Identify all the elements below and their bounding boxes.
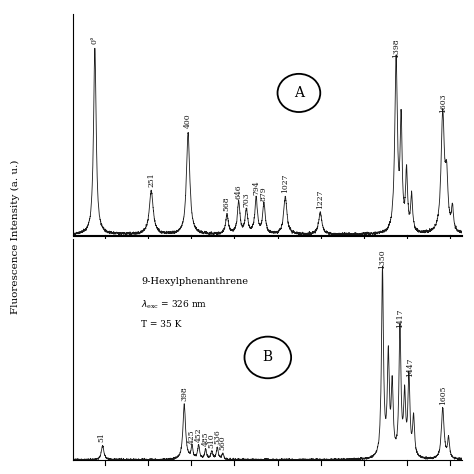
Text: 1417: 1417 xyxy=(396,309,404,328)
Text: A: A xyxy=(294,86,304,100)
Text: 1605: 1605 xyxy=(439,385,447,405)
Text: $\lambda_{\mathregular{exc}}$ = 326 nm: $\lambda_{\mathregular{exc}}$ = 326 nm xyxy=(141,299,208,311)
Text: 251: 251 xyxy=(147,173,155,187)
Text: 1027: 1027 xyxy=(281,174,289,193)
Text: 400: 400 xyxy=(184,114,192,128)
Text: 1350: 1350 xyxy=(378,249,386,269)
Text: 51: 51 xyxy=(98,432,105,442)
Text: Fluorescence Intensity (a. u.): Fluorescence Intensity (a. u.) xyxy=(10,160,20,314)
Text: 1603: 1603 xyxy=(439,93,447,113)
Text: 1227: 1227 xyxy=(316,190,324,209)
Text: 398: 398 xyxy=(180,386,188,401)
Text: 536: 536 xyxy=(213,429,221,444)
Text: 9-Hexylphenanthrene: 9-Hexylphenanthrene xyxy=(141,277,248,286)
Text: 510: 510 xyxy=(208,433,216,448)
Text: 879: 879 xyxy=(260,187,268,201)
Text: 452: 452 xyxy=(195,428,202,442)
Text: B: B xyxy=(263,350,273,365)
Text: 560: 560 xyxy=(219,435,227,450)
Text: 485: 485 xyxy=(201,431,210,446)
Text: 425: 425 xyxy=(188,429,196,444)
Text: 794: 794 xyxy=(252,181,260,195)
Text: 703: 703 xyxy=(242,192,250,207)
Text: 1398: 1398 xyxy=(392,38,400,57)
Text: T = 35 K: T = 35 K xyxy=(141,320,182,329)
Text: 0°: 0° xyxy=(91,35,99,44)
Text: 568: 568 xyxy=(222,196,230,211)
Text: 1447: 1447 xyxy=(406,357,414,377)
Text: 646: 646 xyxy=(235,184,243,199)
